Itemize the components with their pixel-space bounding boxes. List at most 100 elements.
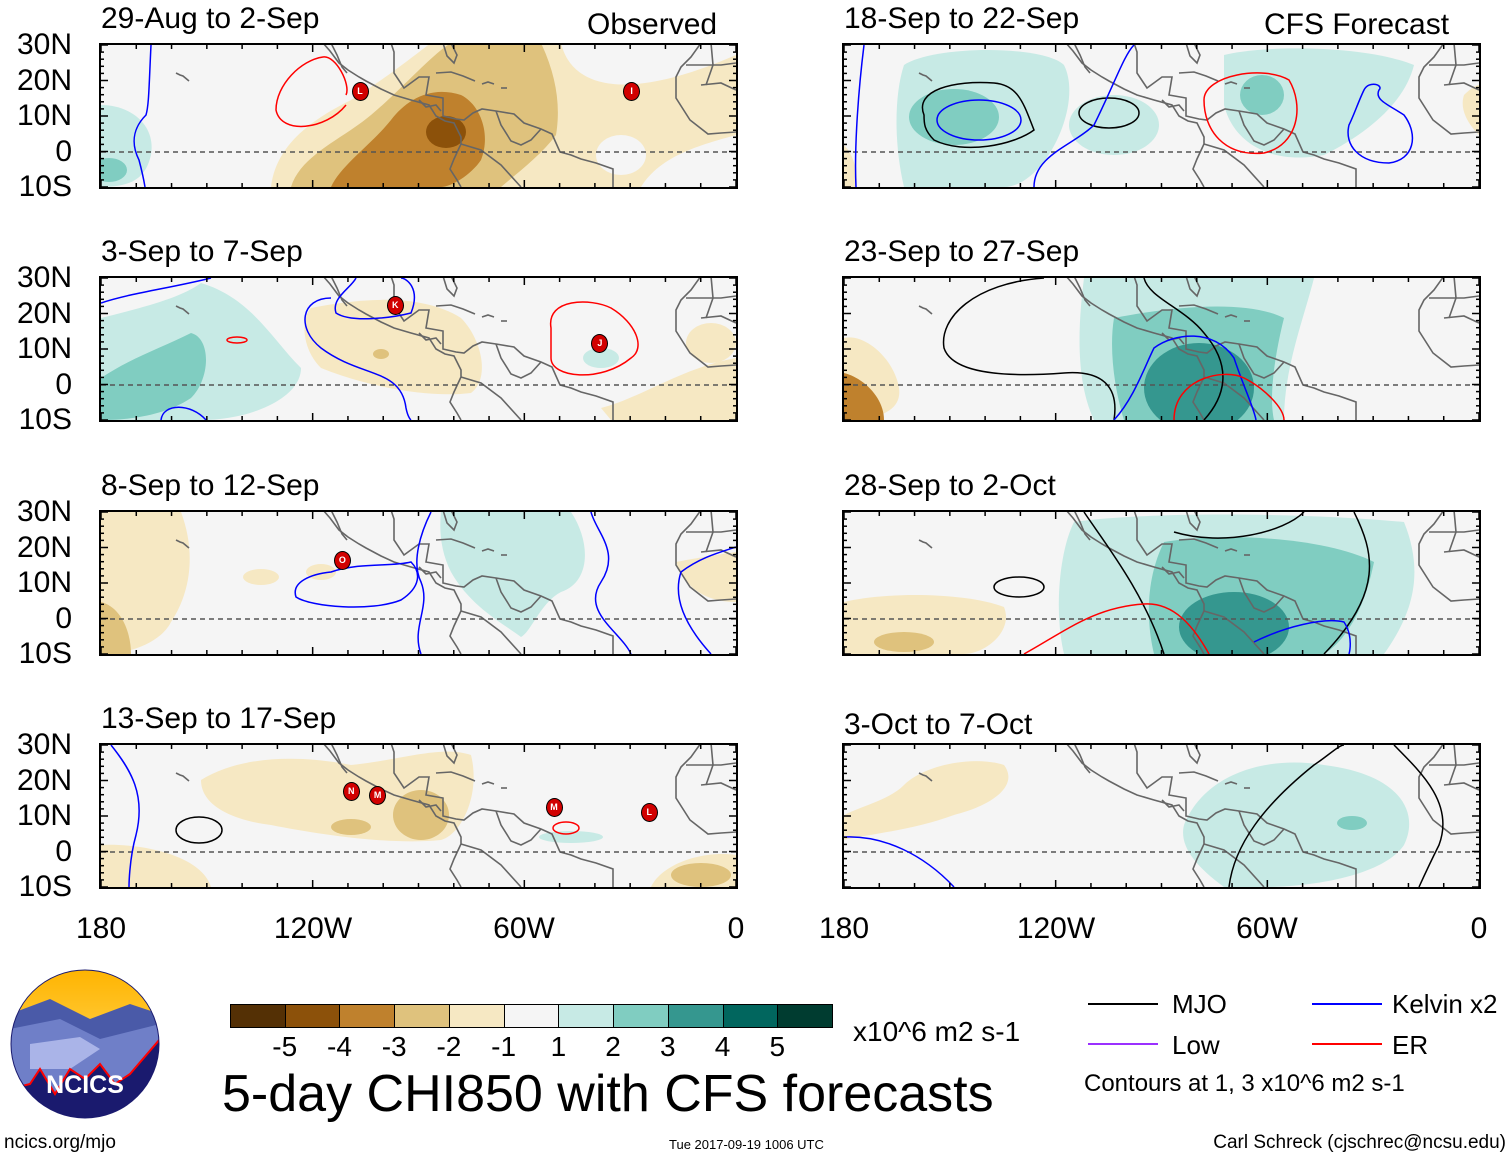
colorbar-label: 4 xyxy=(714,1031,731,1062)
lat-label: 30N xyxy=(16,28,72,61)
colorbar-label: -3 xyxy=(381,1031,407,1062)
chi850-map xyxy=(844,745,1479,887)
chi850-map xyxy=(844,512,1479,654)
colorbar-swatch xyxy=(503,1004,560,1028)
lat-label: 10N xyxy=(16,566,72,599)
lat-label: 10S xyxy=(18,170,72,203)
map-panel xyxy=(842,743,1481,889)
lat-label: 0 xyxy=(55,834,72,868)
lat-label: 10S xyxy=(18,403,72,436)
lat-label: 10N xyxy=(16,332,72,365)
colorbar-swatch xyxy=(558,1004,615,1028)
lat-label: 10N xyxy=(16,99,72,132)
lat-label: 0 xyxy=(55,134,72,168)
colorbar-label: -5 xyxy=(272,1031,298,1062)
footer-url[interactable]: ncics.org/mjo xyxy=(4,1132,116,1153)
colorbar-label: 3 xyxy=(660,1031,676,1062)
forecast-label: CFS Forecast xyxy=(1264,8,1450,41)
colorbar-units: x10^6 m2 s-1 xyxy=(853,1016,1021,1047)
lon-label: 0 xyxy=(1470,912,1488,945)
tropical-cyclone-icon: L xyxy=(351,82,369,102)
tropical-cyclone-icon: J xyxy=(591,333,609,353)
lat-label: 0 xyxy=(55,367,72,401)
colorbar-label: -4 xyxy=(327,1031,352,1062)
lat-label: 0 xyxy=(55,601,72,635)
map-panel xyxy=(842,510,1481,656)
map-panel: O xyxy=(99,510,738,656)
chi850-map xyxy=(844,278,1479,420)
colorbar-swatch xyxy=(722,1004,779,1028)
colorbar-label: 1 xyxy=(550,1031,567,1062)
panel-title: 23-Sep to 27-Sep xyxy=(844,235,1080,268)
chi850-map xyxy=(101,512,736,654)
lat-label: 20N xyxy=(16,763,72,797)
colorbar-swatch xyxy=(230,1004,286,1028)
lat-label: 10S xyxy=(18,870,72,903)
tropical-cyclone-icon: K xyxy=(386,295,404,315)
colorbar-swatch xyxy=(394,1004,450,1028)
lat-label: 20N xyxy=(16,530,72,564)
legend-kelvin-label: Kelvin x2 xyxy=(1392,989,1498,1019)
panel-title: 3-Sep to 7-Sep xyxy=(101,235,303,268)
lon-label: 60W xyxy=(1236,912,1298,945)
ncics-logo: NCICS xyxy=(10,969,160,1119)
legend-low-line xyxy=(1088,1043,1158,1045)
legend-er-line xyxy=(1312,1043,1382,1045)
lon-label: 180 xyxy=(75,912,127,945)
chi850-map xyxy=(101,278,736,420)
legend-mjo-label: MJO xyxy=(1172,989,1227,1019)
lon-label: 120W xyxy=(1016,912,1096,945)
footer-credit: Carl Schreck (cjschrec@ncsu.edu) xyxy=(1213,1132,1506,1153)
observed-label: Observed xyxy=(587,8,718,41)
lon-label: 0 xyxy=(727,912,745,945)
tropical-cyclone-icon: M xyxy=(369,785,387,805)
lat-label: 30N xyxy=(16,728,72,761)
colorbar-swatch xyxy=(284,1004,341,1028)
colorbar-label: -2 xyxy=(436,1031,462,1062)
panel-title: 29-Aug to 2-Sep xyxy=(101,2,320,35)
panel-title: 28-Sep to 2-Oct xyxy=(844,469,1056,502)
footer-timestamp: Tue 2017-09-19 1006 UTC xyxy=(669,1137,824,1152)
colorbar-swatch xyxy=(339,1004,396,1028)
lat-label: 20N xyxy=(16,63,72,97)
colorbar-label: -1 xyxy=(491,1031,517,1062)
logo-text: NCICS xyxy=(46,1071,124,1099)
lat-label: 20N xyxy=(16,296,72,330)
lon-label: 120W xyxy=(273,912,353,945)
colorbar-swatch xyxy=(613,1004,669,1028)
colorbar-label: 5 xyxy=(769,1031,786,1062)
lat-label: 30N xyxy=(16,261,72,294)
colorbar-label: 2 xyxy=(605,1031,621,1062)
legend-er-label: ER xyxy=(1392,1030,1429,1060)
chi850-map xyxy=(101,45,736,187)
panel-title: 13-Sep to 17-Sep xyxy=(101,702,337,735)
colorbar-swatch xyxy=(777,1004,833,1028)
chi850-map xyxy=(844,45,1479,187)
lat-label: 10N xyxy=(16,799,72,832)
tropical-cyclone-icon: L xyxy=(640,803,658,823)
tropical-cyclone-icon: M xyxy=(545,798,563,818)
figure-title: 5-day CHI850 with CFS forecasts xyxy=(222,1065,994,1123)
map-panel xyxy=(842,43,1481,189)
tropical-cyclone-icon: O xyxy=(333,550,351,570)
panel-title: 8-Sep to 12-Sep xyxy=(101,469,320,502)
lat-label: 30N xyxy=(16,495,72,528)
legend-kelvin-line xyxy=(1312,1003,1382,1005)
colorbar-swatch xyxy=(448,1004,505,1028)
legend-mjo-line xyxy=(1088,1003,1158,1005)
contours-note: Contours at 1, 3 x10^6 m2 s-1 xyxy=(1084,1070,1405,1097)
tropical-cyclone-icon: N xyxy=(342,782,360,802)
chi850-map xyxy=(101,745,736,887)
lat-label: 10S xyxy=(18,637,72,670)
map-panel xyxy=(842,276,1481,422)
panel-title: 3-Oct to 7-Oct xyxy=(844,708,1033,741)
lon-label: 180 xyxy=(818,912,870,945)
tropical-cyclone-icon: I xyxy=(623,82,641,102)
panel-title: 18-Sep to 22-Sep xyxy=(844,2,1080,35)
lon-label: 60W xyxy=(493,912,555,945)
colorbar-swatch xyxy=(667,1004,724,1028)
